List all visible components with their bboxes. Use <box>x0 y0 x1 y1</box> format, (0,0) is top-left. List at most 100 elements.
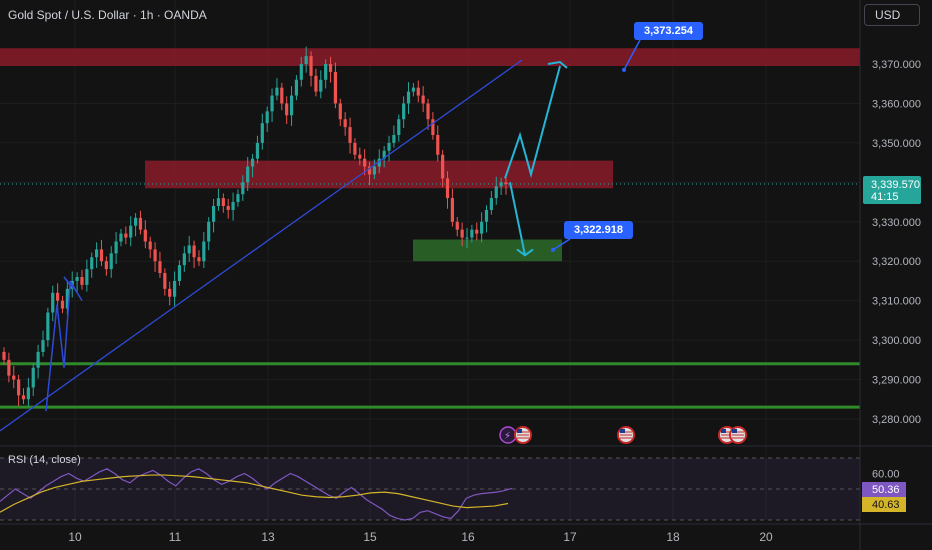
candle-body <box>187 245 191 254</box>
candle-body <box>60 300 65 309</box>
time-axis[interactable]: 10 11 13 15 16 17 18 20 <box>0 523 932 544</box>
candle-body <box>133 217 138 226</box>
up-arrow-head <box>547 60 568 69</box>
candle-body <box>99 249 104 262</box>
candle-body <box>333 71 338 104</box>
event-us-1[interactable] <box>514 426 532 444</box>
candle-body <box>231 202 235 210</box>
candle-body <box>158 261 162 274</box>
candle-body <box>95 249 99 258</box>
candle-body <box>338 103 342 120</box>
time-tick-label: 10 <box>68 530 82 544</box>
candle-body <box>387 142 391 151</box>
support-zone <box>413 239 562 262</box>
current-price-tag[interactable] <box>863 176 921 204</box>
candle-body <box>441 154 445 179</box>
event-us-4[interactable] <box>729 426 747 444</box>
candle-body <box>56 292 60 301</box>
candle-body <box>65 288 69 309</box>
time-tick-label: 13 <box>261 530 275 544</box>
candle-body <box>51 292 55 313</box>
rsi-ma-label: 40.63 <box>872 499 900 511</box>
candle-body <box>382 150 386 159</box>
current-price-value: 3,339.570 <box>871 179 920 191</box>
candle-body <box>12 375 16 380</box>
candle-body <box>46 312 50 341</box>
candle-body <box>358 154 362 159</box>
candle-body <box>216 198 221 206</box>
candle-body <box>241 182 245 195</box>
horizontal-levels <box>0 183 860 409</box>
flag-canton <box>732 429 737 433</box>
candle-body <box>265 111 269 124</box>
candle-body <box>177 265 182 281</box>
candle-body <box>367 166 372 175</box>
candle-body <box>192 245 196 258</box>
candle-body <box>504 182 508 185</box>
candle-body <box>119 233 123 242</box>
candle-body <box>411 87 415 92</box>
candle-body <box>397 119 401 135</box>
bearish-projection <box>509 182 526 256</box>
candle-body <box>289 95 294 116</box>
candle-body <box>129 225 133 238</box>
candle-body <box>236 194 240 203</box>
candle-body <box>421 95 425 104</box>
candle-body <box>104 261 108 270</box>
candle-body <box>328 64 333 72</box>
candle-body <box>285 103 289 116</box>
candle-body <box>402 103 406 120</box>
event-us-2[interactable] <box>617 426 635 444</box>
candle-body <box>392 135 396 143</box>
candle-body <box>75 277 79 281</box>
price-tick-label: 3,310.000 <box>872 296 921 308</box>
drawings <box>0 39 641 432</box>
candle-body <box>80 277 84 285</box>
candle-body <box>299 64 303 80</box>
time-tick-label: 11 <box>169 530 182 544</box>
candle-body <box>460 229 464 238</box>
price-tick-label: 3,280.000 <box>872 414 921 426</box>
candle-body <box>309 56 313 76</box>
candle-body <box>426 103 430 120</box>
candle-body <box>343 119 347 128</box>
candle-body <box>353 142 357 155</box>
candle-body <box>416 87 420 96</box>
candle-body <box>348 127 352 143</box>
candle-body <box>445 178 450 199</box>
candle-body <box>90 257 94 270</box>
candle-body <box>319 79 323 92</box>
candle-body <box>138 217 143 230</box>
candle-body <box>363 158 367 167</box>
candle-body <box>207 221 211 242</box>
time-tick-label: 18 <box>666 530 680 544</box>
time-tick-label: 15 <box>363 530 377 544</box>
candle-body <box>455 221 459 230</box>
upper-target-callout[interactable]: 3,373.254 <box>634 22 703 40</box>
upper-callout-pointer <box>623 39 641 71</box>
candle-body <box>2 351 6 360</box>
time-tick-label: 20 <box>759 530 773 544</box>
price-tick-label: 3,300.000 <box>872 335 921 347</box>
candle-body <box>163 273 167 289</box>
price-axis[interactable]: 3,370.0003,360.0003,350.0003,340.0003,33… <box>859 0 921 550</box>
down-arrow-head <box>516 248 534 257</box>
candle-body <box>494 186 498 199</box>
rsi-ma-line <box>0 474 509 513</box>
candle-body <box>314 75 318 92</box>
lower-target-callout[interactable]: 3,322.918 <box>564 221 633 239</box>
flag-canton <box>517 429 522 433</box>
flag-canton <box>721 429 726 433</box>
candle-body <box>148 241 152 250</box>
price-tick-label: 3,370.000 <box>872 59 921 71</box>
economic-events[interactable]: ⚡ <box>499 426 747 444</box>
candle-body <box>324 64 328 80</box>
resistance-zone <box>0 48 860 66</box>
candle-body <box>21 395 26 400</box>
candle-body <box>17 379 21 396</box>
candle-body <box>372 166 377 175</box>
candle-body <box>436 135 440 155</box>
currency-button[interactable]: USD <box>864 4 920 26</box>
symbol-title: Gold Spot / U.S. Dollar · 1h · OANDA <box>8 8 207 22</box>
time-tick-label: 17 <box>563 530 577 544</box>
